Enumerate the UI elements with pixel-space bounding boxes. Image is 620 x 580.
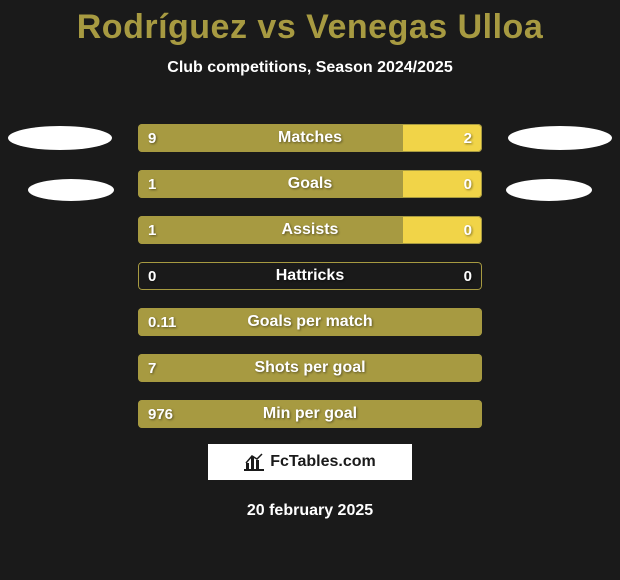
date-label: 20 february 2025 (0, 502, 620, 520)
stat-label: Hattricks (138, 262, 482, 290)
stat-row: Assists1 0 (138, 216, 482, 244)
stat-value-left: 1 (138, 216, 166, 244)
stat-row: Shots per goal7 (138, 354, 482, 382)
stat-row: Hattricks0 0 (138, 262, 482, 290)
page-title: Rodríguez vs Venegas Ulloa (0, 0, 620, 47)
stat-row: Goals1 0 (138, 170, 482, 198)
stat-value-left: 7 (138, 354, 166, 382)
chart-icon (244, 453, 264, 471)
stat-value-left: 0.11 (138, 308, 186, 336)
stat-label: Matches (138, 124, 482, 152)
stat-row: Matches9 2 (138, 124, 482, 152)
stat-label: Shots per goal (138, 354, 482, 382)
player-right-logo-2 (506, 179, 592, 201)
stat-value-right: 0 (454, 262, 482, 290)
brand-box: FcTables.com (207, 443, 413, 481)
stat-label: Min per goal (138, 400, 482, 428)
stat-bars: Matches92Goals10Assists10Hattricks00Goal… (138, 124, 482, 446)
player-left-logo-1 (8, 126, 112, 150)
player-right-logo-1 (508, 126, 612, 150)
stat-label: Assists (138, 216, 482, 244)
stat-value-right: 0 (454, 216, 482, 244)
stat-value-left: 976 (138, 400, 183, 428)
player-left-logo-2 (28, 179, 114, 201)
stat-row: Goals per match0.11 (138, 308, 482, 336)
stat-value-left: 9 (138, 124, 166, 152)
stat-label: Goals per match (138, 308, 482, 336)
brand-text: FcTables.com (270, 453, 376, 471)
stat-row: Min per goal976 (138, 400, 482, 428)
subtitle: Club competitions, Season 2024/2025 (0, 59, 620, 77)
comparison-card: Rodríguez vs Venegas Ulloa Club competit… (0, 0, 620, 580)
stat-value-left: 0 (138, 262, 166, 290)
stat-label: Goals (138, 170, 482, 198)
stat-value-right: 0 (454, 170, 482, 198)
stat-value-left: 1 (138, 170, 166, 198)
stat-value-right: 2 (454, 124, 482, 152)
